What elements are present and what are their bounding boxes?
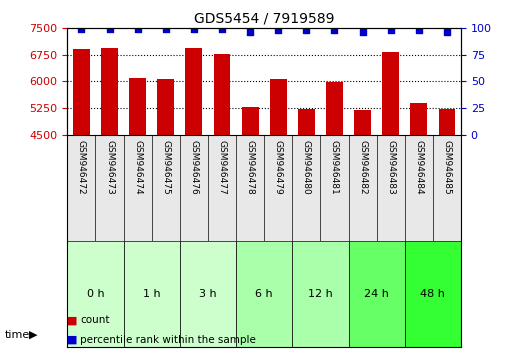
FancyBboxPatch shape bbox=[405, 241, 461, 347]
Text: GSM946473: GSM946473 bbox=[105, 140, 114, 195]
Text: 48 h: 48 h bbox=[421, 289, 445, 299]
Text: time: time bbox=[5, 330, 31, 339]
Text: GSM946475: GSM946475 bbox=[161, 140, 170, 195]
Bar bbox=[439, 109, 455, 135]
Point bbox=[134, 27, 142, 32]
Point bbox=[386, 28, 395, 33]
FancyBboxPatch shape bbox=[124, 241, 180, 347]
Bar bbox=[242, 107, 258, 135]
Text: ■: ■ bbox=[67, 335, 78, 345]
Bar bbox=[129, 78, 146, 135]
Point bbox=[162, 27, 170, 32]
Text: count: count bbox=[80, 315, 110, 325]
Point bbox=[302, 28, 310, 33]
Bar bbox=[298, 109, 315, 135]
Point bbox=[246, 29, 254, 34]
Bar bbox=[73, 49, 90, 135]
Text: GSM946474: GSM946474 bbox=[133, 140, 142, 194]
Bar bbox=[326, 82, 343, 135]
Point bbox=[415, 28, 423, 33]
Text: GSM946476: GSM946476 bbox=[190, 140, 198, 195]
Text: GSM946472: GSM946472 bbox=[77, 140, 86, 194]
Text: 3 h: 3 h bbox=[199, 289, 217, 299]
Text: GSM946481: GSM946481 bbox=[330, 140, 339, 195]
Text: ■: ■ bbox=[67, 315, 78, 325]
FancyBboxPatch shape bbox=[349, 241, 405, 347]
Point bbox=[330, 28, 339, 33]
Bar bbox=[101, 48, 118, 135]
Point bbox=[274, 28, 282, 33]
Text: 24 h: 24 h bbox=[364, 289, 389, 299]
FancyBboxPatch shape bbox=[180, 241, 236, 347]
Text: GSM946479: GSM946479 bbox=[274, 140, 283, 195]
Point bbox=[105, 27, 113, 32]
Text: percentile rank within the sample: percentile rank within the sample bbox=[80, 335, 256, 345]
Text: GSM946478: GSM946478 bbox=[246, 140, 255, 195]
Text: GSM946480: GSM946480 bbox=[302, 140, 311, 195]
Text: GSM946485: GSM946485 bbox=[442, 140, 452, 195]
Text: GSM946483: GSM946483 bbox=[386, 140, 395, 195]
Bar bbox=[410, 103, 427, 135]
Text: GSM946482: GSM946482 bbox=[358, 140, 367, 194]
Text: 1 h: 1 h bbox=[143, 289, 161, 299]
Bar bbox=[213, 54, 231, 135]
Text: ▶: ▶ bbox=[28, 330, 37, 339]
Point bbox=[190, 27, 198, 32]
Text: 6 h: 6 h bbox=[255, 289, 273, 299]
Text: GSM946484: GSM946484 bbox=[414, 140, 423, 194]
Text: GSM946477: GSM946477 bbox=[218, 140, 226, 195]
Point bbox=[77, 27, 85, 32]
Bar bbox=[185, 48, 203, 135]
FancyBboxPatch shape bbox=[292, 241, 349, 347]
Bar bbox=[157, 79, 174, 135]
Point bbox=[358, 29, 367, 34]
FancyBboxPatch shape bbox=[67, 241, 124, 347]
FancyBboxPatch shape bbox=[236, 241, 292, 347]
Bar bbox=[382, 52, 399, 135]
Bar bbox=[270, 79, 286, 135]
Text: 0 h: 0 h bbox=[87, 289, 104, 299]
Title: GDS5454 / 7919589: GDS5454 / 7919589 bbox=[194, 12, 335, 26]
Bar bbox=[354, 110, 371, 135]
Text: 12 h: 12 h bbox=[308, 289, 333, 299]
Point bbox=[443, 29, 451, 34]
Point bbox=[218, 27, 226, 32]
